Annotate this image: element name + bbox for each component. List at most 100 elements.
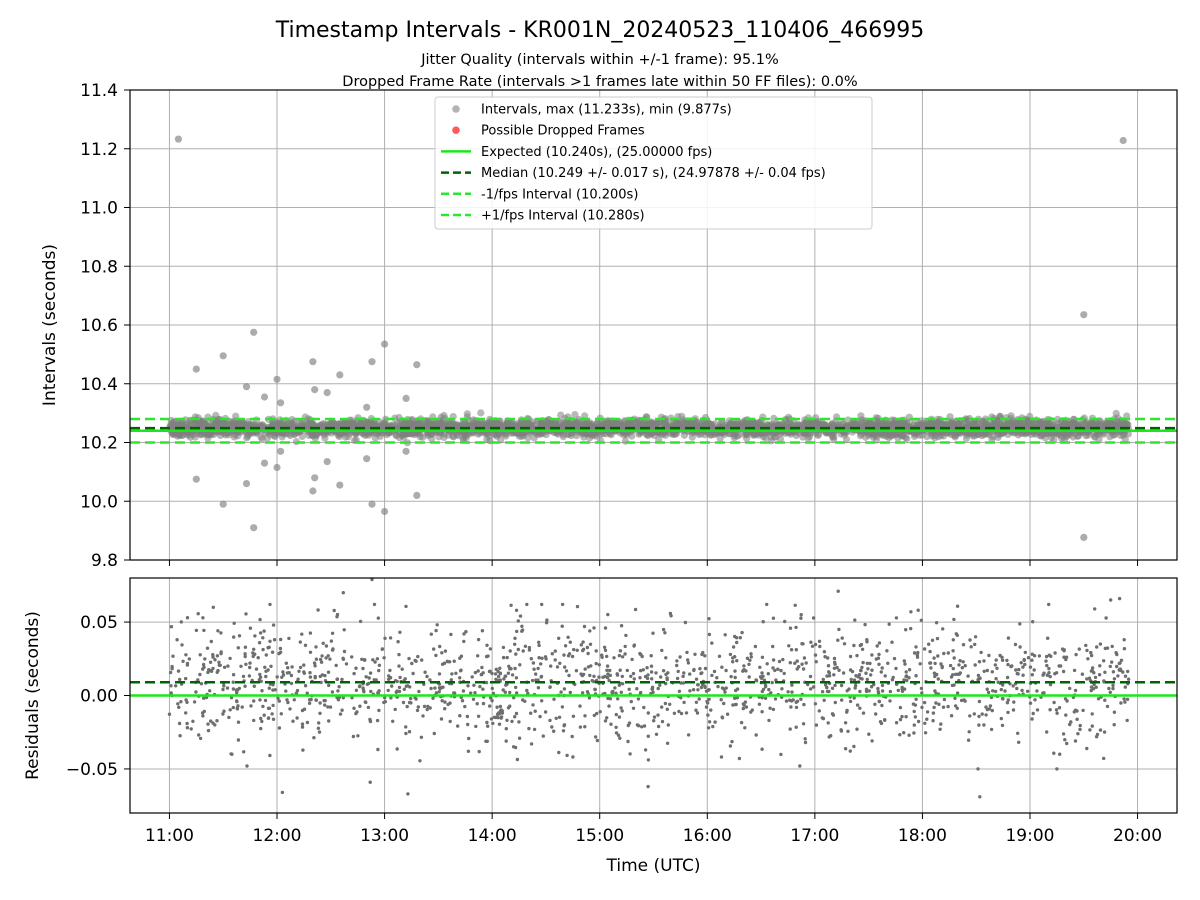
residual-point [795, 659, 799, 663]
residual-point [610, 690, 614, 694]
residual-point [616, 697, 620, 701]
residual-point [628, 752, 632, 756]
residual-point [931, 711, 936, 715]
residual-point [675, 663, 679, 668]
residual-point [758, 665, 762, 669]
residual-point [537, 643, 541, 648]
residual-point [898, 717, 903, 722]
residual-point [1011, 708, 1016, 712]
residual-point [200, 711, 205, 715]
residual-point [313, 664, 317, 668]
interval-outlier-point [336, 371, 344, 379]
residual-point [490, 686, 494, 691]
residual-point [176, 702, 180, 706]
residual-point [481, 701, 486, 706]
residual-point [508, 667, 512, 671]
residual-point [362, 690, 366, 694]
residual-point [504, 739, 508, 743]
residual-point [170, 667, 174, 671]
residual-point [615, 673, 620, 677]
residual-point [1016, 731, 1020, 735]
residual-point [989, 727, 994, 732]
residual-point [737, 756, 742, 761]
residual-outlier-point [370, 578, 374, 582]
residual-point [845, 689, 849, 693]
interval-point [1081, 420, 1089, 428]
top-y-tick-label: 10.8 [80, 257, 118, 277]
interval-point [635, 430, 643, 438]
residual-point [1026, 656, 1031, 660]
residual-point [279, 712, 283, 716]
residual-point [640, 725, 644, 729]
residual-point [300, 725, 305, 729]
residual-point [696, 688, 700, 692]
interval-outlier-point [381, 507, 389, 516]
residual-point [568, 690, 572, 695]
residual-point [720, 715, 724, 719]
residual-point [515, 629, 519, 634]
residual-point [1125, 697, 1130, 701]
residual-point [485, 720, 489, 725]
residual-point [920, 705, 924, 710]
interval-outlier-point [311, 474, 319, 482]
residual-point [595, 711, 599, 716]
residual-point [620, 674, 624, 679]
residual-point [1014, 668, 1018, 672]
residual-point [344, 662, 349, 666]
residual-point [679, 681, 683, 685]
residual-point [617, 653, 622, 658]
residual-point [660, 719, 665, 724]
residual-point [744, 705, 749, 709]
bottom-y-axis-label: Residuals (seconds) [23, 611, 43, 780]
residual-point [645, 676, 650, 681]
residual-point [541, 734, 545, 738]
residual-point [747, 662, 751, 666]
residual-point [369, 689, 373, 694]
residual-point [613, 686, 617, 690]
residual-point [185, 721, 189, 726]
residual-point [781, 657, 785, 662]
residual-point [853, 686, 857, 690]
residual-point [536, 686, 541, 690]
legend-label: +1/fps Interval (10.280s) [481, 209, 645, 224]
residual-point [607, 678, 611, 683]
residual-point [539, 662, 543, 666]
residual-point [574, 669, 579, 673]
residual-point [404, 604, 408, 609]
residual-point [330, 690, 335, 694]
residual-point [742, 703, 746, 707]
residual-point [418, 759, 422, 763]
residual-point [760, 696, 764, 700]
interval-point [557, 411, 565, 419]
residual-point [573, 682, 577, 687]
interval-outlier-point [192, 475, 200, 483]
residual-point [1094, 685, 1098, 689]
residual-point [284, 689, 288, 693]
residual-point [213, 658, 217, 662]
residual-point [656, 686, 660, 691]
residual-point [1006, 698, 1010, 702]
residual-point [1012, 700, 1016, 704]
residual-point [490, 671, 494, 676]
residual-point [839, 683, 844, 688]
residual-point [491, 721, 495, 726]
residual-point [724, 686, 728, 690]
residual-point [354, 666, 358, 670]
interval-point [453, 430, 461, 439]
interval-point [365, 420, 373, 428]
residual-point [609, 722, 613, 726]
residual-point [703, 666, 708, 671]
residual-point [841, 671, 846, 675]
residual-point [175, 638, 179, 642]
residual-point [994, 658, 998, 662]
residual-point [580, 691, 585, 695]
residual-point [699, 685, 704, 690]
residual-point [1095, 732, 1100, 737]
residual-point [416, 654, 420, 659]
residual-point [513, 715, 517, 719]
residual-point [733, 675, 737, 680]
residual-point [581, 648, 585, 653]
residual-point [211, 653, 215, 657]
residuals-plot: 11:00 12:00 13:00 14:00 15:00 16:00 17:00 18:00… [23, 577, 1178, 876]
interval-point [685, 419, 693, 427]
